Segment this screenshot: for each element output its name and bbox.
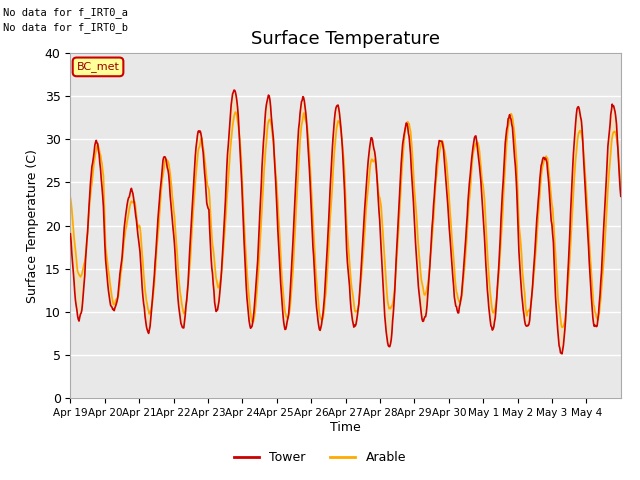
Title: Surface Temperature: Surface Temperature <box>251 30 440 48</box>
Y-axis label: Surface Temperature (C): Surface Temperature (C) <box>26 149 39 302</box>
Text: No data for f_IRT0_b: No data for f_IRT0_b <box>3 22 128 33</box>
Text: No data for f_IRT0_a: No data for f_IRT0_a <box>3 7 128 18</box>
Text: BC_met: BC_met <box>77 61 120 72</box>
X-axis label: Time: Time <box>330 421 361 434</box>
Legend: Tower, Arable: Tower, Arable <box>229 446 411 469</box>
